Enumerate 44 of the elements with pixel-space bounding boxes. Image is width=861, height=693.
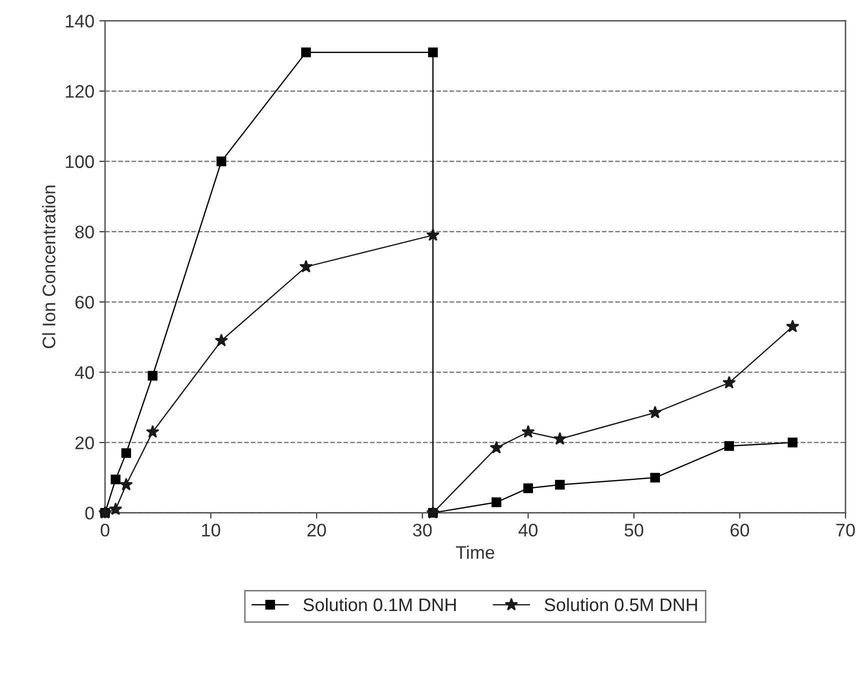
point <box>148 370 158 381</box>
x-tick-label: 40 <box>518 524 538 536</box>
point <box>490 440 504 454</box>
y-tick-label: 120 <box>66 85 94 98</box>
y-tick-label: 140 <box>66 14 94 28</box>
point <box>492 497 502 508</box>
point <box>120 478 133 490</box>
y-tick-label: 40 <box>74 366 94 379</box>
point <box>522 425 535 438</box>
point <box>428 48 438 58</box>
legend-label: Solution 0.5M DNH <box>544 598 697 612</box>
x-tick-label: 70 <box>836 524 855 536</box>
point <box>788 438 798 448</box>
point <box>724 441 734 451</box>
point <box>555 480 565 490</box>
x-tick-label: 50 <box>624 524 644 536</box>
point <box>722 376 736 389</box>
point <box>216 156 226 166</box>
x-tick-label: 20 <box>307 524 326 536</box>
point <box>650 472 660 483</box>
point <box>648 406 662 418</box>
point <box>146 425 160 438</box>
y-tick-label: 60 <box>75 296 94 309</box>
legend-label: Solution 0.1M DNH <box>304 598 456 612</box>
x-tick-label: 10 <box>202 524 220 536</box>
point <box>301 48 311 58</box>
point <box>299 260 313 273</box>
point <box>553 432 567 445</box>
y-tick-label: 100 <box>66 155 94 168</box>
point <box>121 448 132 458</box>
x-tick-label: 60 <box>730 524 750 536</box>
point <box>786 320 800 332</box>
point <box>214 334 228 346</box>
y-axis-title: Cl Ion Concentration <box>42 186 56 348</box>
point <box>110 474 120 484</box>
x-axis-title: Time <box>456 546 494 559</box>
y-tick-label: 80 <box>75 226 94 238</box>
x-tick-label: 30 <box>413 524 432 536</box>
y-tick-label: 20 <box>75 436 94 450</box>
point <box>426 228 440 241</box>
y-tick-label: 0 <box>85 506 94 520</box>
x-tick-label: 0 <box>100 524 110 536</box>
point <box>108 502 122 516</box>
point <box>523 483 534 494</box>
